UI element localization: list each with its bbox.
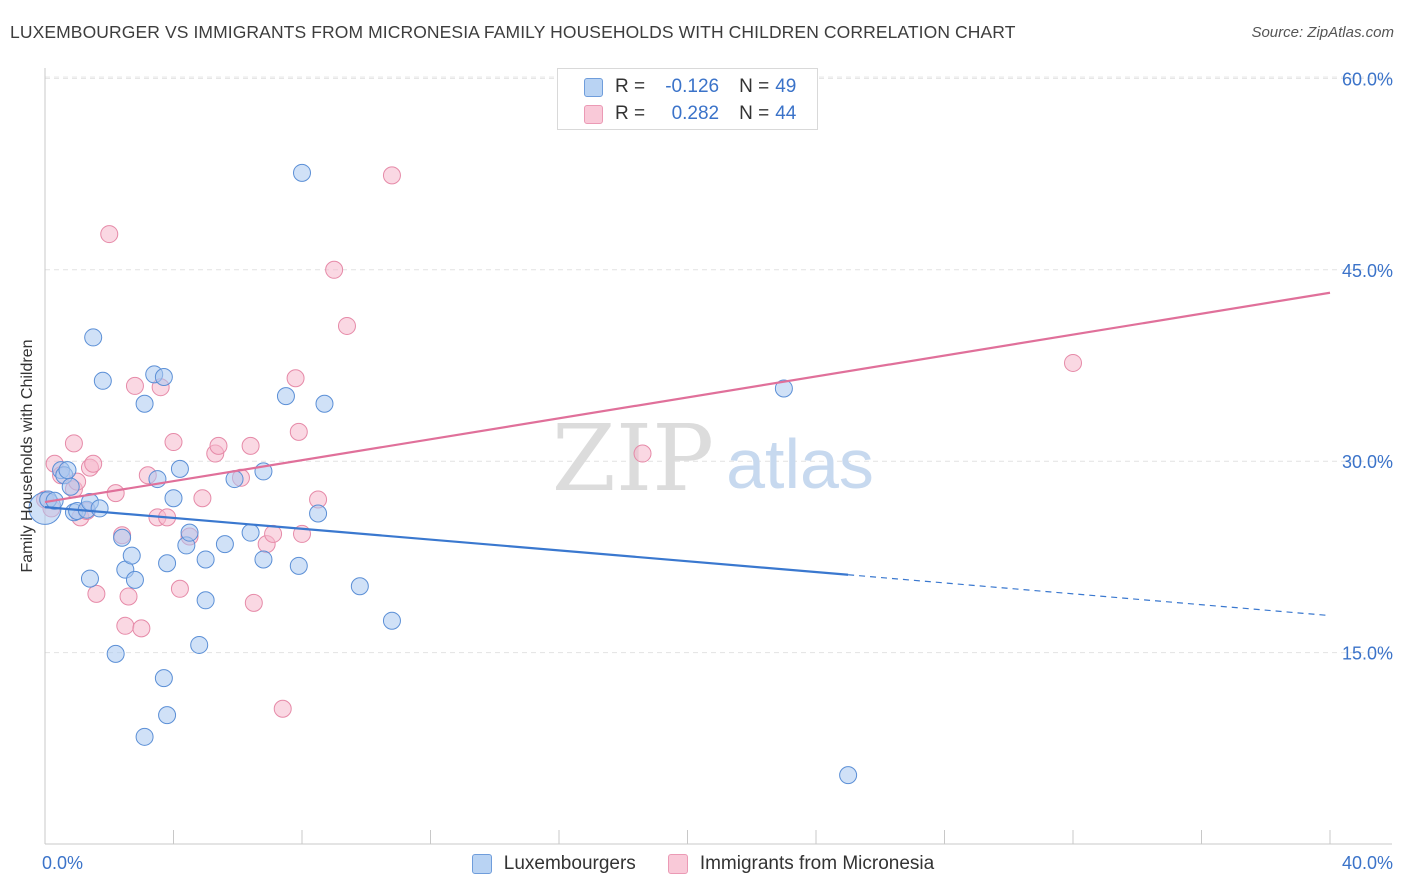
legend-swatch-pink <box>584 104 603 124</box>
point-micronesia <box>273 699 292 718</box>
watermark: ZIP atlas <box>552 405 874 512</box>
point-micronesia <box>106 484 125 503</box>
point-micronesia <box>164 433 183 452</box>
point-micronesia <box>87 584 106 603</box>
legend-swatch-blue <box>471 854 492 874</box>
x-tick-label-min: 0.0% <box>42 853 83 873</box>
point-micronesia <box>325 260 344 279</box>
point-luxembourgers <box>164 489 183 508</box>
correlation-legend: R = -0.126 N = 49 R = 0.282 N = 44 <box>557 68 818 130</box>
legend-r-value: -0.126 <box>665 76 720 97</box>
legend-item-luxembourgers: Luxembourgers <box>471 853 636 875</box>
legend-item-micronesia: Immigrants from Micronesia <box>667 853 935 875</box>
grid-lines <box>45 76 1392 654</box>
axes <box>44 68 1392 845</box>
watermark-atlas: atlas <box>726 425 874 503</box>
point-luxembourgers <box>154 367 173 386</box>
point-micronesia <box>1064 353 1082 372</box>
point-luxembourgers <box>93 371 112 390</box>
point-luxembourgers <box>315 394 334 413</box>
point-luxembourgers <box>58 461 77 480</box>
watermark-zip: ZIP <box>552 405 714 512</box>
point-luxembourgers <box>350 577 369 596</box>
legend-label: Luxembourgers <box>503 853 636 874</box>
point-luxembourgers <box>158 706 177 725</box>
point-luxembourgers <box>84 328 103 347</box>
point-luxembourgers <box>154 669 173 688</box>
point-luxembourgers <box>170 459 189 478</box>
point-micronesia <box>337 316 356 335</box>
source-credit: Source: ZipAtlas.com <box>1251 24 1394 41</box>
legend-row-luxembourgers: R = -0.126 N = 49 <box>584 75 796 99</box>
point-luxembourgers <box>293 163 311 182</box>
point-luxembourgers <box>190 635 209 654</box>
legend-n-value: 44 <box>775 103 797 124</box>
point-micronesia <box>244 593 263 612</box>
point-micronesia <box>125 376 144 395</box>
chart-title: LUXEMBOURGER VS IMMIGRANTS FROM MICRONES… <box>10 22 1016 42</box>
point-micronesia <box>209 436 228 455</box>
point-micronesia <box>633 444 652 463</box>
legend-r-label: R = <box>615 103 646 124</box>
point-luxembourgers <box>774 379 793 398</box>
x-tick-label-max: 40.0% <box>1342 853 1393 873</box>
point-luxembourgers <box>125 570 144 589</box>
point-luxembourgers <box>122 546 141 565</box>
trend-lines <box>44 291 1331 617</box>
y-tick-label: 30.0% <box>1342 452 1393 472</box>
point-luxembourgers <box>839 766 858 785</box>
legend-swatch-pink <box>667 854 688 874</box>
legend-row-micronesia: R = 0.282 N = 44 <box>584 102 796 126</box>
series-luxembourgers-points <box>28 163 858 785</box>
point-micronesia <box>289 422 308 441</box>
legend-r-label: R = <box>615 76 646 97</box>
trend-line-micronesia <box>44 291 1331 504</box>
point-luxembourgers <box>90 499 109 518</box>
point-luxembourgers <box>241 523 260 542</box>
legend-n-label: N = <box>739 76 770 97</box>
legend-swatch-blue <box>584 77 603 97</box>
point-luxembourgers <box>61 477 80 496</box>
point-luxembourgers <box>382 611 401 630</box>
legend-r-value: 0.282 <box>671 103 720 124</box>
point-micronesia <box>264 524 283 543</box>
point-luxembourgers <box>196 550 215 569</box>
point-micronesia <box>132 619 151 638</box>
y-axis-label: Family Households with Children <box>19 339 36 573</box>
point-micronesia <box>241 436 260 455</box>
point-micronesia <box>64 434 83 453</box>
point-micronesia <box>119 587 138 606</box>
point-micronesia <box>100 225 119 244</box>
point-luxembourgers <box>106 644 125 663</box>
point-luxembourgers <box>309 504 328 523</box>
legend-n-value: 49 <box>775 76 797 97</box>
point-luxembourgers <box>80 569 99 588</box>
legend-n-label: N = <box>739 103 770 124</box>
legend-label: Immigrants from Micronesia <box>699 853 935 874</box>
point-micronesia <box>382 166 401 185</box>
tick-labels: 15.0% 30.0% 45.0% 60.0% 0.0% 40.0% <box>42 69 1393 873</box>
point-luxembourgers <box>215 535 234 554</box>
y-tick-label: 60.0% <box>1342 69 1393 89</box>
point-luxembourgers <box>180 523 199 542</box>
point-micronesia <box>116 616 135 635</box>
point-luxembourgers <box>276 387 295 406</box>
point-luxembourgers <box>158 554 177 573</box>
point-luxembourgers <box>254 550 273 569</box>
trend-line-luxembourgers <box>44 506 849 576</box>
point-micronesia <box>170 579 189 598</box>
point-micronesia <box>84 454 103 473</box>
point-luxembourgers <box>289 556 308 575</box>
point-micronesia <box>286 369 305 388</box>
point-luxembourgers <box>135 394 154 413</box>
point-luxembourgers <box>135 727 154 746</box>
y-tick-label: 15.0% <box>1342 644 1393 664</box>
y-tick-label: 45.0% <box>1342 261 1393 281</box>
point-luxembourgers <box>196 591 215 610</box>
trend-line-luxembourgers-extrapolated <box>848 574 1331 617</box>
point-luxembourgers <box>113 528 132 547</box>
series-legend: Luxembourgers Immigrants from Micronesia <box>0 851 1406 877</box>
point-micronesia <box>193 489 212 508</box>
